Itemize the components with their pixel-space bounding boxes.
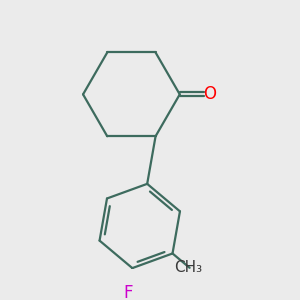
Text: F: F bbox=[124, 284, 133, 300]
Text: O: O bbox=[202, 85, 216, 103]
Text: CH₃: CH₃ bbox=[174, 260, 202, 275]
